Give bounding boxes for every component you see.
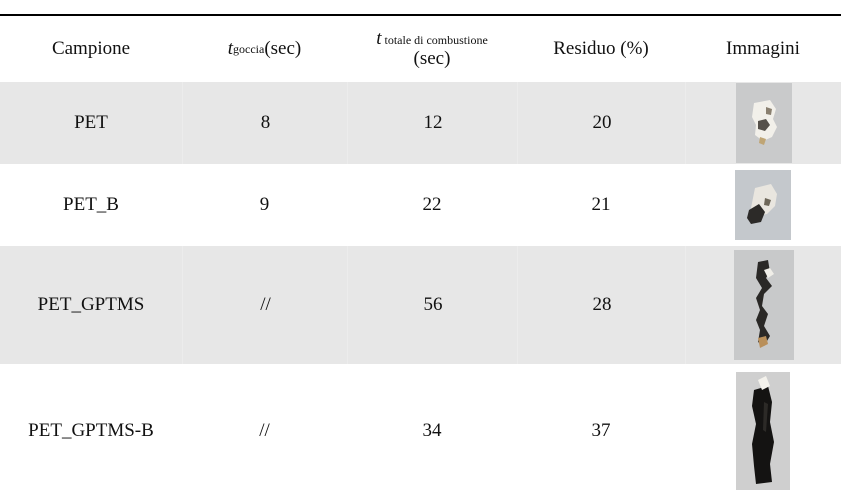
cell-residuo: 37 bbox=[591, 419, 611, 441]
burnt-sample-photo-icon bbox=[734, 250, 794, 360]
t-goccia-unit: (sec) bbox=[264, 38, 302, 59]
t-goccia-symbol: t bbox=[227, 38, 234, 59]
cell-campione: PET_B bbox=[63, 194, 119, 215]
t-totale-symbol: t bbox=[376, 28, 382, 50]
cell-campione: PET_GPTMS-B bbox=[28, 419, 154, 441]
header-t-goccia: t goccia (sec) bbox=[182, 16, 347, 82]
cell-t-goccia: // bbox=[182, 246, 348, 364]
cell-campione: PET bbox=[74, 112, 108, 133]
header-t-totale: t totale di combustione (sec) bbox=[347, 16, 517, 82]
table-row: PET_B 9 22 21 bbox=[0, 164, 841, 246]
header-immagini: Immagini bbox=[726, 38, 800, 59]
burnt-sample-photo-icon bbox=[736, 83, 792, 163]
burnt-sample-photo-icon bbox=[736, 371, 790, 490]
header-residuo: Residuo (%) bbox=[553, 38, 649, 59]
table-top-rule bbox=[0, 14, 841, 16]
cell-t-goccia: 8 bbox=[182, 82, 348, 164]
cell-residuo: 21 bbox=[591, 194, 611, 215]
t-totale-subscript: totale di combustione bbox=[381, 33, 488, 48]
cell-t-totale: 56 bbox=[347, 246, 518, 364]
cell-immagine bbox=[685, 82, 841, 164]
cell-campione: PET_GPTMS bbox=[37, 294, 145, 315]
t-totale-unit: (sec) bbox=[413, 48, 451, 69]
table-header-row: Campione t goccia (sec) t totale di combu… bbox=[0, 16, 841, 82]
cell-immagine bbox=[685, 246, 841, 364]
cell-t-totale: 12 bbox=[347, 82, 518, 164]
burnt-sample-photo-icon bbox=[735, 170, 791, 240]
cell-immagine bbox=[685, 364, 841, 497]
header-campione: Campione bbox=[51, 38, 131, 59]
cell-t-goccia: 9 bbox=[259, 194, 270, 215]
t-goccia-subscript: goccia bbox=[233, 41, 265, 56]
cell-residuo: 20 bbox=[517, 82, 686, 164]
table-row: PET_GPTMS-B // 34 37 bbox=[0, 364, 841, 497]
cell-t-totale: 34 bbox=[422, 419, 442, 441]
table-row: PET_GPTMS // 56 28 bbox=[0, 246, 841, 364]
cell-immagine bbox=[685, 164, 841, 246]
cell-residuo: 28 bbox=[517, 246, 686, 364]
cell-t-totale: 22 bbox=[422, 194, 442, 215]
cell-t-goccia: // bbox=[259, 419, 270, 441]
table-row: PET 8 12 20 bbox=[0, 82, 841, 164]
